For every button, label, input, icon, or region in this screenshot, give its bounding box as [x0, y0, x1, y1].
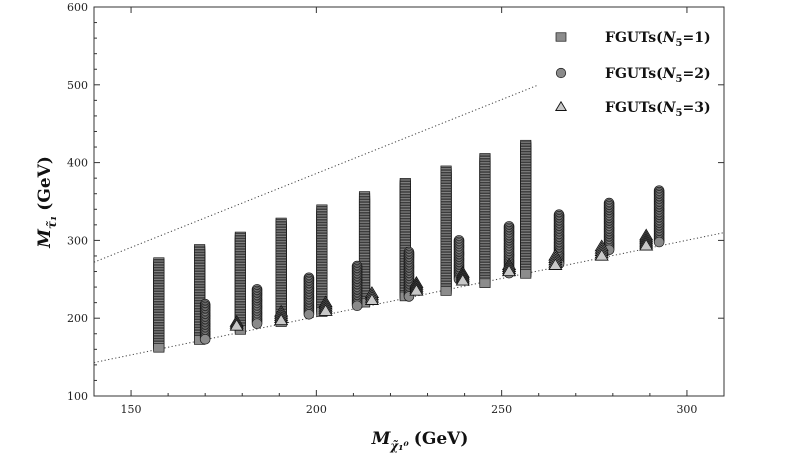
legend: FGUTs(N5=1)FGUTs(N5=2)FGUTs(N5=3)	[554, 30, 711, 119]
legend-label-var: N	[662, 30, 677, 46]
reference-lines	[93, 84, 725, 364]
triangle-column-10	[639, 228, 654, 251]
y-tick-label: 100	[67, 390, 88, 403]
x-axis-title-main: M	[371, 429, 392, 449]
square-point	[479, 278, 491, 288]
circle-column-4	[351, 260, 363, 312]
legend-triangle-icon	[554, 100, 568, 111]
triangle-column-9	[594, 239, 609, 261]
legend-label-var: N	[662, 100, 677, 116]
y-axis-title-unit: (GeV)	[35, 156, 55, 211]
triangle-column-1	[229, 314, 244, 331]
triangle-column-3	[318, 295, 333, 316]
square-column-5	[316, 204, 328, 317]
y-axis-ticks: 100 200 300 400 500 600	[67, 1, 724, 403]
legend-circle-icon	[555, 67, 567, 79]
x-axis-title: Mχ̃₁⁰ (GeV)	[371, 429, 469, 453]
square-column-1	[153, 257, 165, 353]
circle-column-5	[403, 246, 415, 302]
svg-text:Mτ̃₁(GeV): Mτ̃₁ (GeV)	[35, 156, 59, 249]
legend-square-icon	[555, 32, 567, 42]
legend-label-sub: 5	[676, 38, 683, 49]
legend-label-var: N	[662, 66, 677, 82]
legend-item-triangle: FGUTs(N5=3)	[554, 100, 711, 119]
triangle-column-8	[548, 248, 563, 270]
y-axis-title-main: M	[35, 228, 55, 249]
square-column-9	[479, 153, 491, 288]
circle-point	[303, 309, 315, 320]
y-tick-label: 600	[67, 1, 88, 14]
triangle-column-4	[364, 286, 380, 305]
series-circle	[199, 185, 665, 345]
circle-point	[251, 318, 263, 329]
triangle-point	[501, 264, 517, 277]
circle-column-2	[251, 284, 263, 329]
legend-label-end: =2)	[683, 66, 711, 82]
legend-label-main: FGUTs(	[605, 30, 663, 46]
triangle-point	[318, 304, 333, 316]
triangle-column-6	[455, 265, 470, 286]
legend-label-sub: 5	[676, 108, 683, 119]
legend-label-end: =3)	[683, 100, 711, 116]
square-column-8	[440, 165, 452, 296]
square-column-3	[234, 231, 246, 335]
legend-label-sub: 5	[676, 74, 683, 85]
triangle-point	[274, 313, 289, 326]
legend-item-circle: FGUTs(N5=2)	[555, 66, 711, 85]
square-point	[520, 269, 532, 279]
circle-column-3	[303, 272, 315, 320]
triangle-column-7	[501, 258, 517, 277]
y-tick-label: 500	[67, 79, 88, 92]
x-axis-title-unit: (GeV)	[414, 429, 469, 449]
circle-point	[199, 333, 211, 345]
triangle-column-2	[274, 304, 289, 326]
plot-frame	[93, 6, 725, 397]
triangle-point	[364, 293, 380, 305]
circle-point	[351, 300, 363, 312]
x-tick-label: 300	[676, 403, 697, 416]
y-axis-title-sub: τ̃₁	[45, 216, 59, 229]
triangle-point	[594, 248, 609, 261]
circle-point	[653, 236, 665, 248]
circle-column-1	[199, 298, 211, 345]
legend-label: FGUTs(N5=1)	[605, 30, 711, 49]
legend-label-main: FGUTs(	[605, 100, 663, 116]
x-axis-ticks: 150 200 250 300	[93, 7, 725, 416]
square-column-6	[358, 191, 371, 308]
triangle-point	[229, 318, 244, 331]
triangle-point	[548, 258, 563, 270]
triangle-point	[409, 283, 424, 296]
triangle-column-5	[409, 276, 424, 296]
y-axis-title: Mτ̃₁ (GeV)	[35, 156, 59, 249]
x-tick-label: 200	[306, 403, 327, 416]
square-column-10	[520, 139, 532, 279]
y-tick-label: 400	[67, 157, 88, 170]
legend-label-main: FGUTs(	[605, 66, 663, 82]
square-point	[440, 286, 452, 296]
legend-label: FGUTs(N5=2)	[605, 66, 711, 85]
series-triangle	[229, 228, 654, 331]
x-tick-label: 250	[491, 403, 512, 416]
square-point	[153, 342, 165, 353]
legend-label-end: =1)	[683, 30, 711, 46]
data-points	[153, 139, 665, 353]
legend-label: FGUTs(N5=3)	[605, 100, 711, 119]
circle-column-9	[603, 197, 615, 256]
legend-item-square: FGUTs(N5=1)	[555, 30, 711, 49]
circle-column-10	[653, 185, 665, 248]
x-axis-title-sub: χ̃₁⁰	[389, 439, 409, 453]
y-tick-label: 200	[67, 312, 88, 325]
reference-line-1	[93, 84, 539, 263]
x-tick-label: 150	[121, 403, 142, 416]
y-tick-label: 300	[67, 234, 88, 247]
triangle-point	[455, 273, 470, 286]
triangle-point	[639, 238, 654, 251]
